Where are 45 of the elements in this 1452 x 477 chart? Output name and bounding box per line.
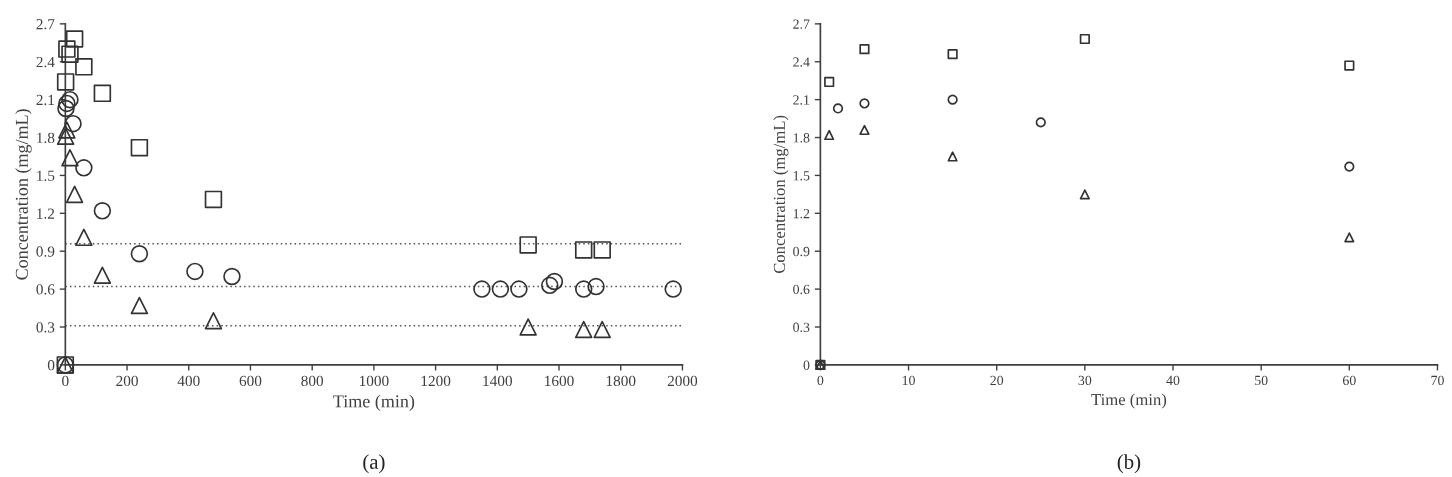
x-tick-label: 0 (817, 375, 824, 386)
y-tick-label: 0.9 (793, 246, 810, 257)
x-tick-label: 1800 (606, 375, 636, 387)
x-axis-title: Time (min) (1091, 393, 1167, 409)
y-tick-label: 0 (803, 360, 810, 370)
x-tick-label: 0 (62, 375, 69, 387)
x-tick-label: 1000 (359, 375, 389, 387)
y-tick-label: 1.2 (793, 208, 810, 219)
x-tick-label: 50 (1255, 375, 1268, 386)
text: (a) (363, 454, 385, 474)
y-tick-label: 2.4 (793, 57, 810, 67)
y-tick-label: 2.1 (36, 94, 55, 106)
y-axis-title: Concentration (mg/mL) (15, 109, 32, 280)
y-axis-title: Concentration (mg/mL) (773, 115, 789, 274)
y-tick-label: 0.6 (36, 284, 55, 295)
x-tick-label: 200 (116, 375, 138, 387)
y-tick-label: 2.7 (793, 19, 810, 29)
x-tick-label: 30 (1078, 375, 1092, 386)
y-tick-label: 2.7 (36, 19, 55, 30)
x-tick-label: 1400 (483, 375, 513, 387)
y-tick-label: 2.1 (793, 95, 810, 105)
x-tick-label: 400 (177, 375, 200, 387)
y-tick-label: 0.9 (36, 246, 55, 257)
x-tick-label: 600 (239, 375, 262, 387)
y-tick-label: 1.2 (37, 208, 55, 219)
y-tick-label: 0.3 (36, 322, 55, 333)
x-tick-label: 70 (1431, 375, 1444, 386)
x-tick-label: 20 (990, 375, 1004, 386)
y-tick-label: 1.5 (37, 170, 55, 181)
y-tick-label: 0 (47, 360, 55, 371)
y-tick-label: 1.8 (793, 133, 810, 143)
x-tick-label: 10 (902, 375, 915, 386)
y-tick-label: 0.3 (793, 322, 810, 333)
x-tick-label: 60 (1342, 375, 1356, 386)
y-tick-label: 2.4 (36, 56, 55, 68)
x-tick-label: 800 (301, 375, 324, 387)
y-tick-label: 1.5 (793, 171, 810, 181)
x-tick-label: 40 (1166, 375, 1180, 386)
y-tick-label: 1.8 (37, 132, 55, 144)
text: (b) (1117, 454, 1141, 474)
x-tick-label: 1200 (421, 375, 451, 387)
x-tick-label: 2000 (667, 375, 698, 387)
x-tick-label: 1600 (545, 375, 574, 387)
x-axis-title: Time (min) (333, 394, 415, 412)
y-tick-label: 0.6 (793, 284, 810, 295)
